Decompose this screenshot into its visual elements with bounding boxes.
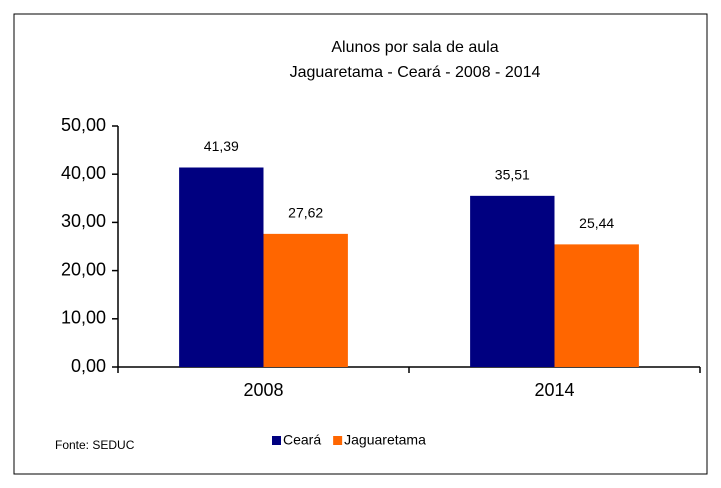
y-tick-label: 0,00	[71, 356, 106, 376]
x-tick-label: 2008	[243, 380, 283, 400]
chart-title: Alunos por sala de aula	[331, 39, 498, 56]
data-label: 41,39	[204, 138, 239, 154]
x-tick-label: 2014	[534, 380, 574, 400]
y-tick-label: 50,00	[61, 115, 106, 135]
legend-label: Jaguaretama	[344, 432, 426, 448]
chart-border	[13, 13, 708, 475]
y-tick-label: 40,00	[61, 163, 106, 183]
bar	[470, 195, 555, 367]
bar	[179, 167, 264, 367]
bar	[263, 233, 348, 367]
legend-label: Ceará	[283, 432, 321, 448]
y-tick-label: 20,00	[61, 259, 106, 279]
y-tick-label: 10,00	[61, 308, 106, 328]
source-note: Fonte: SEDUC	[55, 438, 135, 452]
bar	[554, 244, 639, 367]
data-label: 27,62	[288, 205, 323, 221]
data-label: 35,51	[495, 167, 530, 183]
chart-subtitle: Jaguaretama - Ceará - 2008 - 2014	[290, 64, 541, 81]
data-label: 25,44	[579, 215, 614, 231]
y-tick-label: 30,00	[61, 211, 106, 231]
legend-swatch	[272, 436, 281, 445]
legend-swatch	[333, 436, 343, 445]
